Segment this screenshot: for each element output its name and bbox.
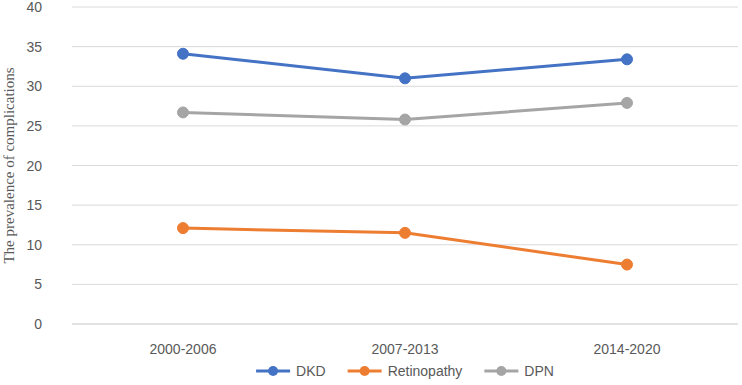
y-tick-label: 10 bbox=[26, 237, 42, 253]
x-axis-line bbox=[72, 324, 738, 325]
y-tick-label: 15 bbox=[26, 197, 42, 213]
legend-label: Retinopathy bbox=[388, 363, 463, 379]
grid-line bbox=[72, 86, 738, 87]
grid-line bbox=[72, 165, 738, 166]
y-tick-label: 35 bbox=[26, 39, 42, 55]
point bbox=[400, 114, 411, 125]
point bbox=[622, 97, 633, 108]
point bbox=[622, 54, 633, 65]
point bbox=[178, 223, 189, 234]
grid-line bbox=[72, 284, 738, 285]
y-tick-label: 30 bbox=[26, 78, 42, 94]
y-tick-label: 40 bbox=[26, 0, 42, 15]
x-tick-label: 2014-2020 bbox=[594, 341, 661, 357]
legend-marker bbox=[268, 366, 278, 376]
plot-area bbox=[178, 48, 633, 270]
grid-line bbox=[72, 46, 738, 47]
point bbox=[178, 107, 189, 118]
grid-line bbox=[72, 205, 738, 206]
grid-line bbox=[72, 7, 738, 8]
x-tick-label: 2007-2013 bbox=[372, 341, 439, 357]
point bbox=[622, 259, 633, 270]
point bbox=[400, 73, 411, 84]
grid-line bbox=[72, 244, 738, 245]
chart: 0 5 10 15 20 25 30 35 40 2000-2006 2007-2013 2014-2… bbox=[0, 0, 742, 385]
y-tick-label: 5 bbox=[34, 276, 42, 292]
grid-line bbox=[72, 324, 738, 325]
x-tick-label: 2000-2006 bbox=[150, 341, 217, 357]
y-tick-label: 0 bbox=[34, 316, 42, 332]
y-axis-label: The prevalence of complications bbox=[1, 67, 17, 263]
point bbox=[400, 227, 411, 238]
y-tick-label: 25 bbox=[26, 118, 42, 134]
y-tick-label: 20 bbox=[26, 158, 42, 174]
legend-label: DPN bbox=[524, 363, 554, 379]
legend-marker bbox=[496, 366, 506, 376]
legend-label: DKD bbox=[296, 363, 326, 379]
legend-marker bbox=[360, 366, 370, 376]
point bbox=[178, 48, 189, 59]
series-line bbox=[183, 228, 627, 264]
